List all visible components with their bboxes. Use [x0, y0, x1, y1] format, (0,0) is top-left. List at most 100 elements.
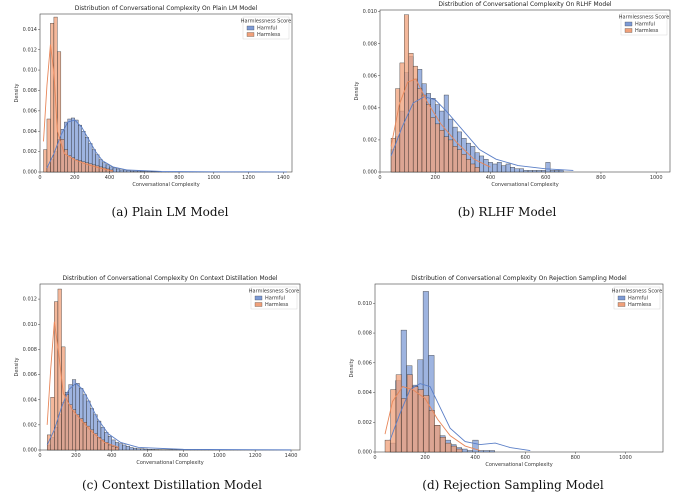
bar [417, 88, 423, 173]
x-tick-label: 1000 [207, 175, 220, 181]
y-tick-label: 0.010 [363, 9, 377, 15]
bar [46, 434, 51, 451]
legend-swatch-harmless [246, 32, 255, 37]
x-tick-label: 400 [470, 455, 480, 461]
bar [501, 165, 507, 173]
y-tick-label: 0.004 [23, 397, 37, 403]
x-tick-label: 1400 [285, 453, 298, 459]
bar [140, 448, 145, 451]
bar [452, 146, 458, 173]
chart-panel-c: Distribution of Conversational Complexit… [0, 270, 330, 496]
bar [558, 170, 564, 173]
bar [136, 448, 141, 451]
bar [67, 155, 72, 173]
y-tick-label: 0.012 [23, 297, 37, 303]
bar [111, 446, 116, 451]
y-tick-label: 0.008 [358, 331, 372, 337]
caption-c: (c) Context Distillation Model [81, 478, 263, 492]
y-tick-label: 0.000 [358, 450, 372, 456]
y-tick-label: 0.002 [23, 422, 37, 428]
x-tick-label: 400 [107, 453, 117, 459]
legend-box [620, 12, 668, 36]
kde-line-harmless [384, 386, 481, 451]
y-tick-label: 0.010 [23, 68, 37, 74]
bar [133, 447, 138, 451]
x-tick-label: 600 [541, 175, 551, 181]
bar [505, 163, 511, 173]
x-tick-label: 200 [430, 175, 440, 181]
bar [140, 171, 145, 173]
bar [129, 447, 134, 451]
kde-line-harmful [46, 382, 292, 451]
chart-a: Distribution of Conversational Complexit… [14, 5, 293, 188]
legend-entry-harmful: Harmful [635, 22, 655, 28]
y-tick-label: 0.010 [358, 301, 372, 307]
y-tick-label: 0.000 [23, 448, 37, 454]
y-axis-label: Density [349, 358, 355, 377]
y-tick-label: 0.004 [358, 390, 372, 396]
bar [434, 425, 441, 453]
bar [461, 154, 467, 173]
bar [443, 136, 449, 173]
bar [478, 450, 484, 453]
bar [116, 168, 121, 173]
legend-title: Harmlessness Score [612, 289, 662, 295]
y-tick-label: 0.004 [23, 129, 37, 135]
legend-swatch-harmful [617, 295, 626, 301]
y-tick-label: 0.006 [23, 372, 37, 378]
legend-swatch-harmful [246, 25, 255, 31]
bar [412, 386, 419, 453]
bar [489, 450, 495, 453]
bar [112, 167, 117, 173]
bar [421, 94, 427, 173]
y-tick-label: 0.008 [363, 41, 377, 47]
x-axis-label: Conversational Complexity [491, 182, 558, 188]
bar [457, 149, 462, 173]
legend-box [250, 286, 298, 310]
bar [72, 409, 77, 451]
y-tick-label: 0.004 [363, 105, 377, 111]
bar [147, 171, 152, 173]
chart-panel-b: Distribution of Conversational Complexit… [345, 0, 675, 230]
bar [154, 449, 159, 451]
caption-d: (d) Rejection Sampling Model [422, 478, 604, 492]
y-tick-label: 0.010 [23, 322, 37, 328]
y-tick-label: 0.006 [358, 360, 372, 366]
kde-line-harmless [46, 321, 120, 448]
y-tick-label: 0.006 [23, 108, 37, 114]
x-tick-label: 0 [373, 455, 376, 461]
chart-c: Distribution of Conversational Complexit… [14, 275, 301, 466]
x-tick-label: 800 [174, 175, 184, 181]
x-tick-label: 400 [486, 175, 496, 181]
bar [426, 104, 431, 173]
y-tick-label: 0.002 [363, 138, 377, 144]
bar [466, 450, 473, 453]
x-tick-label: 0 [38, 175, 41, 181]
legend-title: Harmlessness Score [241, 19, 291, 25]
x-tick-label: 0 [38, 453, 41, 459]
bar [75, 414, 80, 451]
x-tick-label: 200 [70, 175, 80, 181]
legend-swatch-harmless [254, 302, 263, 307]
bar [470, 163, 476, 173]
x-axis-label: Conversational Complexity [136, 460, 203, 466]
bar [395, 374, 402, 453]
legend-entry-harmless: Harmless [635, 28, 659, 34]
x-tick-label: 600 [140, 175, 150, 181]
chart-panel-d: Distribution of Conversational Complexit… [345, 270, 675, 496]
y-tick-label: 0.014 [23, 27, 37, 33]
bar [428, 410, 435, 453]
bar [527, 170, 533, 173]
bar [408, 53, 414, 173]
chart-b: Distribution of Conversational Complexit… [354, 1, 671, 188]
legend-swatch-harmful [254, 295, 263, 301]
bar [126, 170, 131, 173]
bar [125, 446, 130, 451]
x-tick-label: 1000 [650, 175, 663, 181]
x-tick-label: 0 [378, 175, 381, 181]
y-tick-label: 0.012 [23, 47, 37, 53]
y-axis-label: Density [354, 81, 360, 100]
chart-title: Distribution of Conversational Complexit… [75, 5, 258, 12]
